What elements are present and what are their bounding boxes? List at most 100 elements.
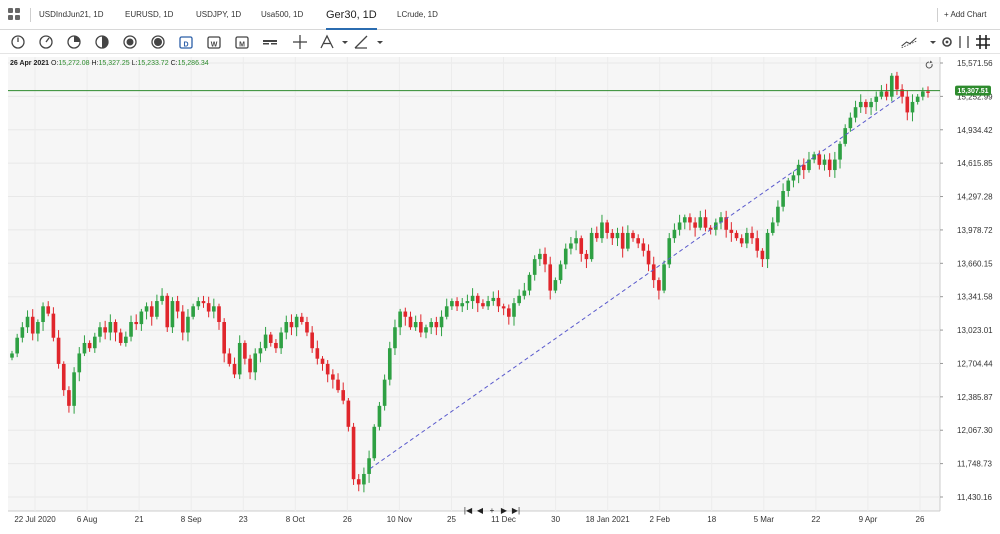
circle-2-icon[interactable] — [149, 33, 167, 51]
x-tick-label: 26 — [343, 515, 352, 524]
y-tick-label: 12,067.30 — [957, 426, 993, 435]
candle-body — [206, 303, 211, 312]
chevron-down-icon[interactable] — [371, 33, 383, 51]
candle-body — [139, 311, 144, 325]
candle-body — [372, 426, 377, 459]
candle-body — [838, 143, 842, 160]
ohlc-readout: 26 Apr 2021 O:15,272.08 H:15,327.25 L:15… — [10, 60, 209, 67]
price-tag-background — [955, 85, 991, 96]
candle-body — [594, 232, 599, 239]
scroll-right-button[interactable]: ▶ — [500, 506, 508, 515]
plot-area — [8, 57, 940, 511]
candle-body — [807, 159, 811, 171]
candle-body — [822, 159, 827, 165]
candle-body — [294, 316, 299, 328]
candle-body — [786, 180, 791, 192]
svg-text:W: W — [211, 42, 218, 49]
candle-body — [620, 232, 625, 249]
candle-body — [36, 322, 40, 334]
x-tick-label: 18 — [707, 515, 716, 524]
add-chart-button[interactable]: + Add Chart — [944, 10, 987, 19]
candle-body — [636, 238, 641, 244]
jump-start-button[interactable]: |◀ — [463, 506, 473, 515]
candle-body — [864, 101, 868, 108]
y-tick-label: 13,660.15 — [957, 259, 993, 268]
candle-body — [558, 264, 563, 281]
clock-2-icon[interactable] — [37, 33, 55, 51]
y-tick-label: 13,978.72 — [957, 226, 993, 235]
candle-body — [605, 222, 609, 233]
candle-body — [108, 322, 113, 333]
scroll-left-button[interactable]: ◀ — [476, 506, 484, 515]
candle-body — [481, 303, 485, 307]
draw-tool-icon[interactable] — [352, 33, 370, 51]
candle-body — [563, 248, 568, 265]
crosshair-icon[interactable] — [291, 33, 309, 51]
x-tick-label: 8 Oct — [286, 515, 306, 524]
tab-divider — [937, 8, 938, 22]
x-tick-label: 30 — [551, 515, 560, 524]
candle-body — [263, 334, 268, 349]
refresh-icon[interactable] — [925, 60, 933, 69]
candle-body — [532, 259, 537, 275]
candle-body — [439, 316, 444, 328]
settings-icon[interactable] — [938, 33, 956, 51]
candle-body — [879, 91, 884, 97]
price-chart[interactable]: 15,571.56 15,252.99 14,934.42 14,615.85 14,2… — [0, 55, 1000, 529]
candlestick-chart[interactable]: 15,571.56 15,252.99 14,934.42 14,615.85 14,2… — [0, 55, 1000, 529]
svg-text:D: D — [183, 42, 188, 49]
candle-body — [522, 290, 527, 296]
candle-body — [460, 303, 465, 307]
fullscreen-icon[interactable] — [955, 33, 973, 51]
low-value: 15,233.72 — [137, 60, 169, 67]
tab-usa500[interactable]: Usa500, 1D — [261, 10, 304, 19]
clock-3-icon[interactable] — [65, 33, 83, 51]
candle-body — [693, 222, 697, 228]
clock-1-icon[interactable] — [9, 33, 27, 51]
calendar-m-icon[interactable]: M — [233, 33, 251, 51]
candle-body — [548, 264, 553, 291]
candle-body — [874, 96, 879, 102]
y-tick-label: 12,385.87 — [957, 393, 993, 402]
candle-body — [305, 322, 309, 333]
jump-end-button[interactable]: ▶| — [511, 506, 521, 515]
candle-body — [351, 426, 356, 480]
calendar-d-icon[interactable]: D — [177, 33, 195, 51]
indicator-icon[interactable] — [900, 33, 922, 51]
candle-body — [237, 342, 242, 375]
drawing-toolbar: D W M — [0, 30, 1000, 54]
candle-body — [253, 353, 258, 373]
chevron-down-icon[interactable] — [336, 33, 348, 51]
high-label: H: — [91, 60, 99, 67]
candle-body — [429, 322, 433, 328]
half-circle-icon[interactable] — [93, 33, 111, 51]
tab-usdindjun21[interactable]: USDIndJun21, 1D — [39, 10, 104, 19]
circle-1-icon[interactable] — [121, 33, 139, 51]
text-tool-icon[interactable] — [318, 33, 336, 51]
tab-ger30[interactable]: Ger30, 1D — [326, 0, 377, 30]
ohlc-date: 26 Apr 2021 — [10, 60, 50, 67]
calendar-w-icon[interactable]: W — [205, 33, 223, 51]
candle-body — [848, 117, 853, 129]
tab-eurusd[interactable]: EURUSD, 1D — [125, 10, 174, 19]
zoom-in-button[interactable]: + — [489, 506, 495, 515]
layout-grid-icon[interactable] — [8, 8, 20, 20]
chevron-down-icon[interactable] — [924, 33, 936, 51]
candle-body — [853, 107, 858, 118]
trend-line[interactable] — [369, 96, 901, 470]
candle-body — [341, 390, 346, 401]
candle-body — [15, 337, 19, 354]
candle-body — [227, 353, 232, 364]
tab-lcrude[interactable]: LCrude, 1D — [397, 10, 438, 19]
tab-usdjpy[interactable]: USDJPY, 1D — [196, 10, 242, 19]
candle-body — [869, 101, 873, 108]
candle-body — [600, 222, 604, 239]
candle-body — [646, 250, 651, 265]
candle-body — [87, 342, 92, 349]
chart-type-icon[interactable] — [261, 33, 279, 51]
candle-body — [662, 264, 666, 291]
candle-body — [517, 295, 521, 304]
candle-body — [284, 322, 289, 333]
grid-layout-icon[interactable] — [974, 33, 992, 51]
candle-body — [434, 322, 439, 328]
